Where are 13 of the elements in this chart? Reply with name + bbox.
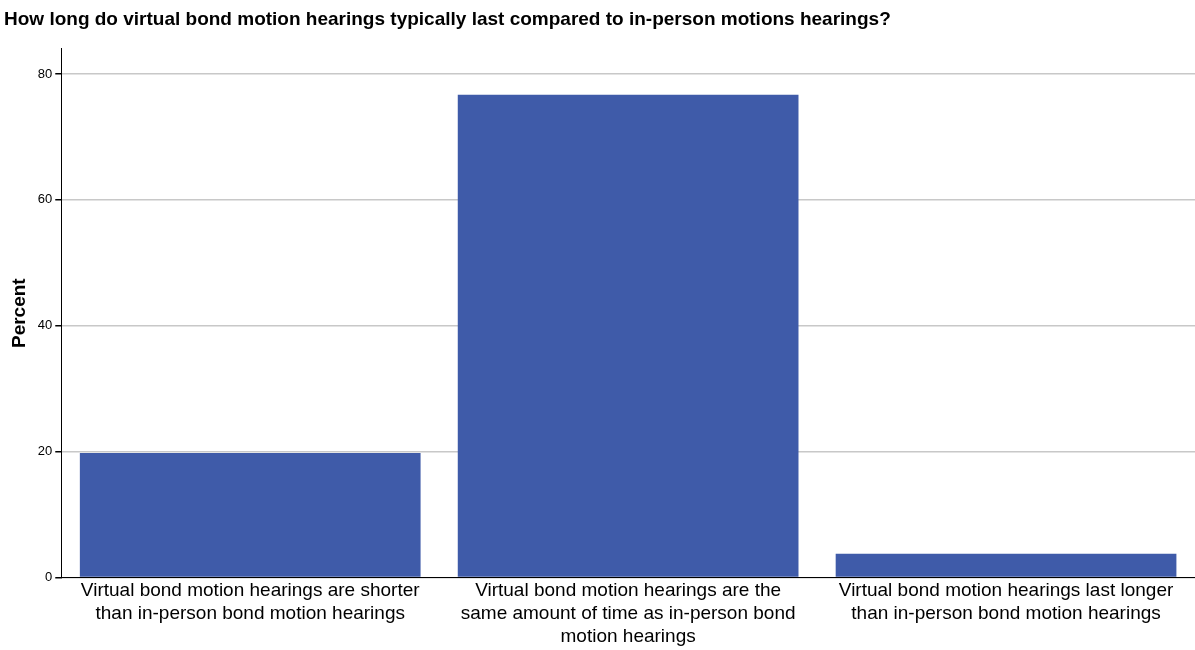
x-tick-label: Virtual bond motion hearings last longer than in-person bond motion hearings	[838, 579, 1174, 624]
bar	[835, 553, 1177, 577]
y-tick-label: 20	[37, 443, 53, 459]
y-tick-label: 60	[37, 191, 53, 207]
y-tick-label: 80	[37, 65, 53, 81]
chart-title: How long do virtual bond motion hearings typically last compared to in-person motions hearings?	[4, 7, 891, 29]
y-axis-title: Percent	[7, 277, 29, 349]
x-tick-label: Virtual bond motion hearings are the same amount of time as in-person bond motion hearings	[460, 579, 796, 646]
y-tick-label: 40	[37, 317, 53, 333]
y-tick-label: 0	[45, 569, 53, 585]
bar	[457, 94, 799, 577]
x-tick-label: Virtual bond motion hearings are shorter than in-person bond motion hearings	[80, 579, 421, 624]
bar	[79, 452, 421, 577]
